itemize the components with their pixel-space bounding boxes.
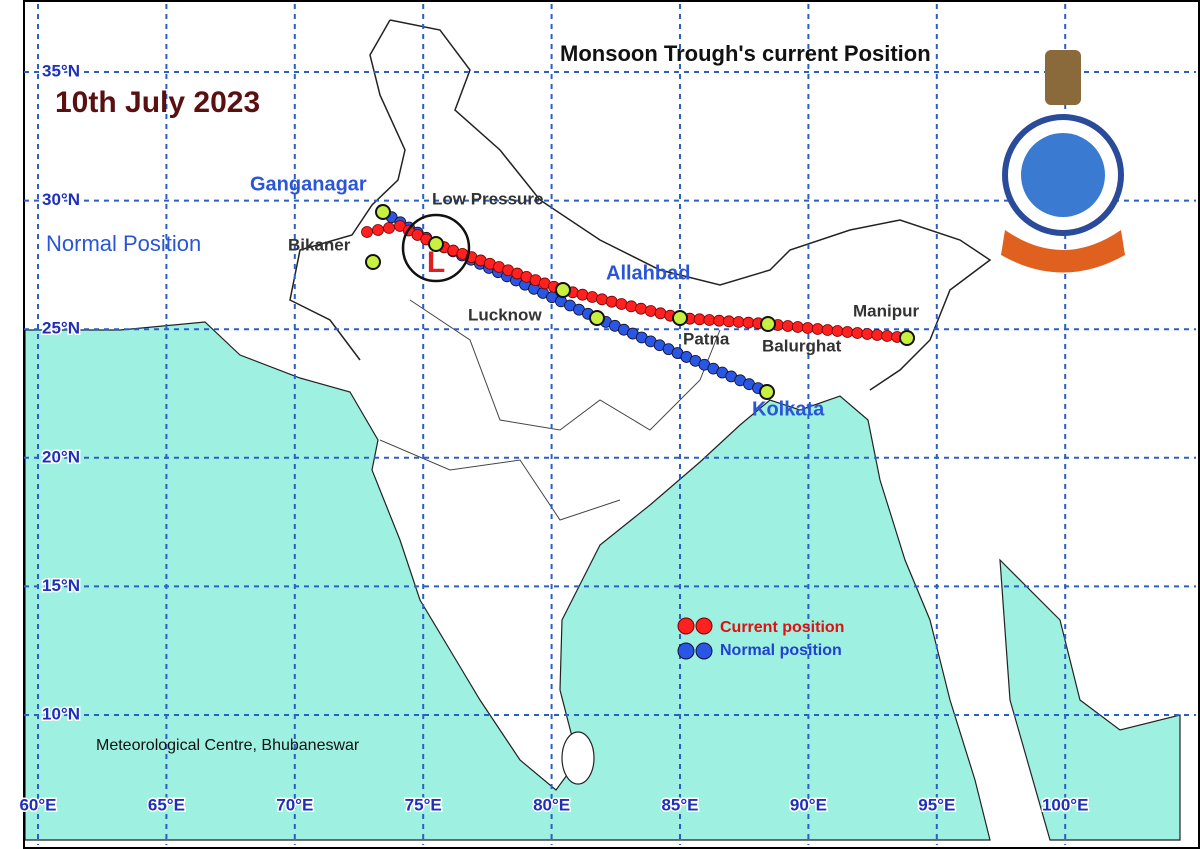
sea-east — [999, 558, 1181, 841]
lon-label: 70°E — [276, 795, 313, 814]
footer: Meteorological Centre, Bhubaneswar — [96, 737, 360, 754]
trough-dot — [871, 329, 884, 341]
place-marker — [760, 316, 776, 332]
india-border — [289, 19, 406, 361]
trough-dot — [383, 222, 395, 234]
trough-dot — [703, 314, 716, 326]
lon-label: 80°E — [533, 795, 570, 814]
trough-dot — [361, 226, 373, 238]
trough-dot — [801, 322, 814, 334]
trough-dot — [831, 325, 844, 337]
title: Monsoon Trough's current Position — [560, 41, 931, 66]
trough-dot — [372, 224, 384, 236]
place-label: Allahbad — [606, 262, 690, 284]
state-lines-2 — [379, 439, 621, 521]
trough-dot — [781, 320, 794, 332]
trough-dot — [732, 316, 745, 328]
lon-label: 65°E — [148, 795, 185, 814]
legend-dot — [695, 642, 713, 660]
markers — [365, 204, 915, 400]
trough-dot — [811, 323, 824, 335]
lon-label: 60°E — [19, 795, 56, 814]
emblem-lion — [1045, 50, 1081, 105]
state-lines — [409, 299, 721, 431]
trough-dot — [742, 316, 755, 329]
place-marker — [899, 330, 915, 346]
lon-label: 95°E — [918, 795, 955, 814]
lat-label: 30°N — [42, 190, 80, 209]
lon-label: 85°E — [661, 795, 698, 814]
place-marker — [759, 384, 775, 400]
legend-label: Current position — [720, 619, 844, 636]
place-label: Low Pressure — [432, 189, 544, 208]
lon-label: 75°E — [405, 795, 442, 814]
low-symbol: L — [427, 246, 445, 279]
lon-label: 100°E — [1042, 795, 1089, 814]
trough-dot — [605, 295, 618, 308]
trough-dot — [693, 313, 706, 326]
legend-dot — [695, 617, 713, 635]
low-circle — [401, 213, 471, 283]
trough-dot — [635, 302, 647, 315]
trough-dot — [791, 321, 804, 333]
lat-label: 15°N — [42, 576, 80, 595]
trough-dot — [861, 328, 874, 340]
imd-emblem — [1001, 50, 1125, 273]
date: 10th July 2023 — [55, 86, 260, 119]
trough-dot — [722, 315, 735, 328]
lon-label: 90°E — [790, 795, 827, 814]
legend-dot — [677, 642, 695, 660]
lat-label: 20°N — [42, 447, 80, 466]
trough-dot — [821, 324, 834, 336]
place-marker — [672, 310, 688, 326]
place-label: Lucknow — [468, 305, 542, 324]
place-label: Patna — [683, 329, 730, 348]
place-marker — [589, 310, 605, 326]
emblem-globe — [1021, 133, 1105, 217]
trough-dot — [851, 327, 864, 339]
sea — [24, 321, 991, 841]
legend: Current position Normal position — [677, 617, 844, 660]
trough-dot — [841, 326, 854, 338]
trough-dot — [615, 298, 628, 310]
trough-dot — [576, 288, 589, 301]
india-border-north — [389, 19, 992, 391]
legend-label: Normal position — [720, 642, 842, 659]
normal-note: Normal Position — [46, 231, 201, 256]
trough-dot — [654, 307, 667, 320]
left-margin — [0, 0, 24, 849]
place-marker — [375, 204, 391, 220]
trough-lines — [361, 206, 903, 395]
place-label: Kolkata — [752, 398, 825, 420]
trough-dot — [596, 293, 608, 306]
place-marker — [555, 282, 571, 298]
sri-lanka — [561, 731, 595, 785]
place-label: Balurghat — [762, 336, 842, 355]
emblem-ribbon — [1001, 230, 1125, 273]
legend-dot — [677, 617, 695, 635]
grid: 60°E 65°E 70°E 75°E 80°E 85°E 90°E 95°E 100°E 35°… — [18, 4, 1196, 845]
trough-dot — [625, 300, 638, 313]
place-marker — [428, 236, 444, 252]
place-marker — [365, 254, 381, 270]
place-label: Ganganagar — [250, 173, 367, 195]
trough-dot — [881, 330, 894, 342]
place-label: Manipur — [853, 301, 919, 320]
lat-label: 10°N — [42, 704, 80, 723]
lat-label: 35°N — [42, 61, 80, 80]
trough-dot — [713, 314, 726, 327]
trough-dot — [586, 291, 599, 303]
place-label: Bikaner — [288, 235, 351, 254]
lat-label: 25°N — [42, 319, 80, 338]
trough-dot — [644, 305, 657, 317]
